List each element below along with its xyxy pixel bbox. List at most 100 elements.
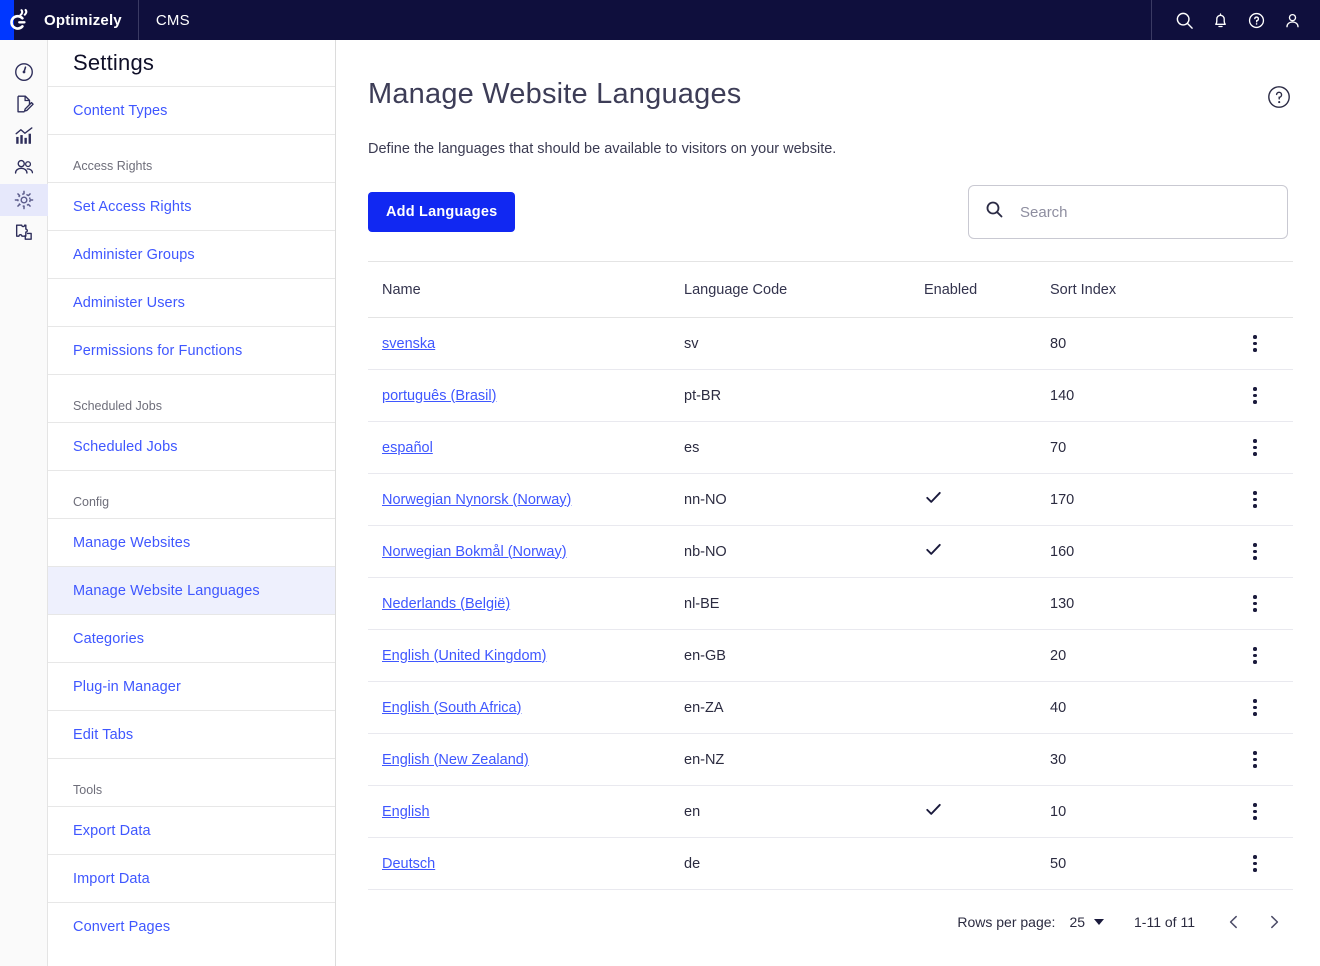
cell-language-code: sv	[684, 317, 924, 370]
cell-sort-index: 20	[1050, 629, 1240, 682]
sidebar-item-set-access-rights[interactable]: Set Access Rights	[48, 182, 335, 230]
chevron-left-icon[interactable]	[1223, 911, 1245, 933]
language-link[interactable]: português (Brasil)	[382, 387, 497, 404]
language-link[interactable]: Norwegian Bokmål (Norway)	[382, 543, 567, 560]
search-icon[interactable]	[1166, 0, 1202, 40]
sidebar-item-scheduled-jobs[interactable]: Scheduled Jobs	[48, 422, 335, 470]
sidebar-item-content-types[interactable]: Content Types	[48, 86, 335, 134]
language-link[interactable]: English (South Africa)	[382, 699, 522, 716]
cell-language-code: es	[684, 421, 924, 474]
sidebar-section-tools: Tools	[48, 758, 335, 806]
cell-language-code: de	[684, 837, 924, 890]
language-link[interactable]: English (United Kingdom)	[382, 647, 547, 664]
sidebar-item-categories[interactable]: Categories	[48, 614, 335, 662]
search-input[interactable]	[1018, 202, 1271, 222]
cell-enabled	[924, 317, 1050, 370]
language-link[interactable]: English	[382, 803, 430, 820]
global-icon-rail	[0, 40, 48, 966]
column-header-name[interactable]: Name	[368, 261, 684, 318]
cell-enabled	[924, 785, 1050, 838]
language-link[interactable]: Norwegian Nynorsk (Norway)	[382, 491, 572, 508]
cell-actions	[1240, 473, 1293, 526]
sidebar-item-export-data[interactable]: Export Data	[48, 806, 335, 854]
language-link[interactable]: Deutsch	[382, 855, 436, 872]
cell-actions	[1240, 837, 1293, 890]
kebab-menu-icon[interactable]	[1240, 433, 1270, 463]
sidebar-item-label: Administer Groups	[73, 246, 195, 263]
column-header-enabled[interactable]: Enabled	[924, 261, 1050, 318]
cell-language-code: en-NZ	[684, 733, 924, 786]
sidebar-item-permissions-for-functions[interactable]: Permissions for Functions	[48, 326, 335, 374]
rows-per-page-select[interactable]: 25	[1069, 914, 1105, 930]
kebab-menu-icon[interactable]	[1240, 641, 1270, 671]
table-row: English (New Zealand) en-NZ 30	[368, 733, 1293, 786]
sidebar-item-import-data[interactable]: Import Data	[48, 854, 335, 902]
pagination: Rows per page: 25 1-11 of 11	[368, 890, 1293, 954]
help-circle-icon[interactable]	[1266, 84, 1292, 110]
kebab-menu-icon[interactable]	[1240, 381, 1270, 411]
language-link[interactable]: English (New Zealand)	[382, 751, 529, 768]
rail-item-settings[interactable]	[0, 184, 48, 216]
table-body: svenska sv 80 português (Brasil) pt-BR 140 esp…	[368, 317, 1293, 890]
bell-icon[interactable]	[1202, 0, 1238, 40]
cell-sort-index: 160	[1050, 525, 1240, 578]
kebab-menu-icon[interactable]	[1240, 537, 1270, 567]
cell-enabled	[924, 577, 1050, 630]
main-content: Manage Website Languages Define the lang…	[336, 40, 1320, 966]
language-link[interactable]: svenska	[382, 335, 436, 352]
kebab-menu-icon[interactable]	[1240, 485, 1270, 515]
sidebar-item-label: Export Data	[73, 822, 151, 839]
help-circle-icon[interactable]	[1238, 0, 1274, 40]
optimizely-logo-icon[interactable]	[0, 0, 40, 40]
cell-name: português (Brasil)	[368, 369, 684, 422]
kebab-menu-icon[interactable]	[1240, 797, 1270, 827]
cell-sort-index: 140	[1050, 369, 1240, 422]
language-link[interactable]: español	[382, 439, 433, 456]
sidebar-item-label: Permissions for Functions	[73, 342, 243, 359]
sidebar-item-administer-users[interactable]: Administer Users	[48, 278, 335, 326]
column-header-sort-index[interactable]: Sort Index	[1050, 261, 1240, 318]
sidebar-title: Settings	[73, 50, 155, 75]
table-head: Name Language Code Enabled Sort Index	[368, 261, 1293, 318]
pagination-nav	[1223, 911, 1285, 933]
cell-enabled	[924, 525, 1050, 578]
cell-enabled	[924, 473, 1050, 526]
page-description: Define the languages that should be avai…	[368, 141, 837, 157]
table-row: português (Brasil) pt-BR 140	[368, 369, 1293, 422]
cell-name: Nederlands (België)	[368, 577, 684, 630]
sidebar-item-convert-pages[interactable]: Convert Pages	[48, 902, 335, 950]
rail-item-add-ons[interactable]	[0, 216, 48, 248]
cell-enabled	[924, 421, 1050, 474]
column-header-actions	[1240, 261, 1293, 318]
sidebar-item-manage-websites[interactable]: Manage Websites	[48, 518, 335, 566]
kebab-menu-icon[interactable]	[1240, 849, 1270, 879]
language-link[interactable]: Nederlands (België)	[382, 595, 511, 612]
kebab-menu-icon[interactable]	[1240, 329, 1270, 359]
sidebar-item-plug-in-manager[interactable]: Plug-in Manager	[48, 662, 335, 710]
kebab-menu-icon[interactable]	[1240, 589, 1270, 619]
chevron-right-icon[interactable]	[1263, 911, 1285, 933]
add-languages-button[interactable]: Add Languages	[368, 192, 516, 232]
sidebar-item-edit-tabs[interactable]: Edit Tabs	[48, 710, 335, 758]
toolbar: Add Languages	[336, 185, 1320, 239]
search-box[interactable]	[968, 185, 1288, 239]
cell-sort-index: 30	[1050, 733, 1240, 786]
rows-per-page-value: 25	[1069, 914, 1086, 930]
app-name[interactable]: CMS	[155, 11, 190, 29]
cell-language-code: pt-BR	[684, 369, 924, 422]
sidebar-item-manage-website-languages[interactable]: Manage Website Languages	[48, 566, 335, 614]
brand-accent-strip	[0, 0, 14, 40]
rail-item-dashboard[interactable]	[0, 56, 48, 88]
topbar-action-divider	[1151, 0, 1152, 40]
sidebar-item-administer-groups[interactable]: Administer Groups	[48, 230, 335, 278]
cell-enabled	[924, 837, 1050, 890]
kebab-menu-icon[interactable]	[1240, 693, 1270, 723]
rail-item-edit[interactable]	[0, 88, 48, 120]
column-header-language-code[interactable]: Language Code	[684, 261, 924, 318]
sidebar-item-label: Edit Tabs	[73, 726, 134, 743]
kebab-menu-icon[interactable]	[1240, 745, 1270, 775]
user-icon[interactable]	[1274, 0, 1310, 40]
rail-item-analytics[interactable]	[0, 120, 48, 152]
sidebar-item-label: Set Access Rights	[73, 198, 192, 215]
rail-item-users[interactable]	[0, 152, 48, 184]
